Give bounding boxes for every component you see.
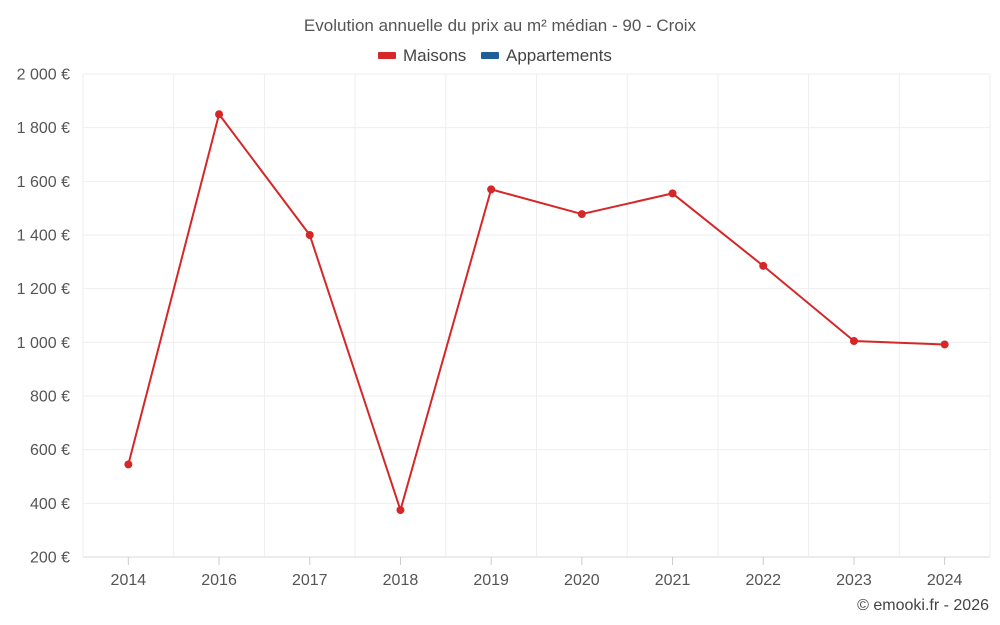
data-point-maisons[interactable]: [124, 460, 133, 469]
legend-swatch-maisons: [378, 52, 396, 59]
y-tick-label: 200 €: [30, 550, 70, 567]
data-point-maisons[interactable]: [396, 506, 405, 515]
data-point-maisons[interactable]: [759, 261, 768, 270]
y-tick-label: 1 000 €: [17, 335, 70, 352]
y-tick-label: 800 €: [30, 389, 70, 406]
legend-item-appartements[interactable]: Appartements: [481, 46, 612, 65]
data-point-maisons[interactable]: [849, 336, 858, 345]
data-point-maisons[interactable]: [487, 185, 496, 194]
y-tick-label: 600 €: [30, 442, 70, 459]
x-tick-label: 2021: [655, 572, 691, 589]
legend-label-maisons: Maisons: [403, 46, 466, 65]
chart-title: Evolution annuelle du prix au m² médian …: [304, 16, 697, 35]
legend-label-appartements: Appartements: [506, 46, 612, 65]
x-tick-label: 2020: [564, 572, 600, 589]
y-tick-label: 1 600 €: [17, 174, 70, 191]
x-tick-label: 2022: [745, 572, 781, 589]
y-tick-label: 400 €: [30, 496, 70, 513]
legend: Maisons Appartements: [378, 46, 612, 65]
series-line-maisons: [127, 113, 946, 512]
y-tick-label: 2 000 €: [17, 67, 70, 84]
x-tick-label: 2024: [927, 572, 963, 589]
data-point-maisons[interactable]: [215, 110, 224, 119]
x-tick-label: 2019: [473, 572, 509, 589]
data-point-maisons[interactable]: [577, 210, 586, 219]
legend-item-maisons[interactable]: Maisons: [378, 46, 466, 65]
data-point-maisons[interactable]: [305, 231, 314, 239]
x-tick-label: 2023: [836, 572, 872, 589]
x-tick-label: 2014: [111, 572, 147, 589]
y-tick-label: 1 200 €: [17, 281, 70, 298]
credit-text: © emooki.fr - 2026: [857, 597, 989, 614]
y-tick-label: 1 400 €: [17, 228, 70, 245]
x-tick-label: 2016: [201, 572, 237, 589]
y-tick-label: 1 800 €: [17, 120, 70, 137]
x-tick-label: 2018: [383, 572, 419, 589]
x-tick-label: 2017: [292, 572, 328, 589]
data-point-maisons[interactable]: [668, 189, 677, 198]
plot-area: 200 € 400 € 600 € 800 € 1 000 € 1 200 € 1 400 …: [17, 67, 991, 589]
data-point-maisons[interactable]: [940, 340, 949, 349]
legend-swatch-appartements: [481, 52, 499, 59]
